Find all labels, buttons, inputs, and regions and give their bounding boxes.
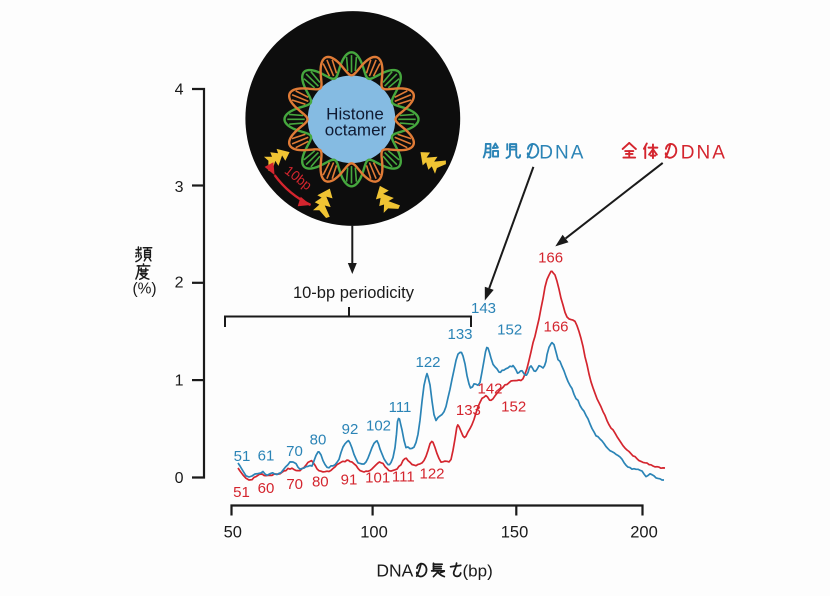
svg-text:152: 152 [501,398,526,415]
svg-text:150: 150 [501,524,529,542]
svg-text:166: 166 [538,250,563,267]
svg-text:3: 3 [175,179,184,196]
svg-text:50: 50 [224,524,242,542]
svg-text:80: 80 [310,432,327,449]
svg-text:111: 111 [392,468,415,485]
svg-text:2: 2 [175,275,184,292]
svg-text:122: 122 [415,354,440,371]
svg-text:122: 122 [419,466,444,483]
svg-text:DNA: DNA [376,561,413,581]
svg-text:101: 101 [365,470,390,487]
svg-text:91: 91 [341,472,358,489]
svg-text:70: 70 [286,443,303,460]
svg-text:133: 133 [447,326,472,343]
svg-text:70: 70 [286,476,303,493]
svg-text:166: 166 [543,319,568,336]
svg-text:102: 102 [366,418,391,435]
svg-text:DNA: DNA [539,143,585,164]
svg-text:133: 133 [456,402,481,419]
svg-text:(bp): (bp) [463,562,493,581]
svg-text:142: 142 [477,380,502,397]
svg-text:DNA: DNA [681,143,727,164]
svg-text:(%): (%) [132,281,156,298]
svg-text:111: 111 [389,399,412,416]
svg-text:61: 61 [258,448,275,465]
svg-text:0: 0 [175,470,184,487]
svg-text:60: 60 [258,480,275,497]
svg-text:10-bp periodicity: 10-bp periodicity [293,284,415,302]
svg-text:octamer: octamer [325,120,387,139]
svg-text:92: 92 [342,421,359,438]
svg-text:152: 152 [497,322,522,339]
svg-text:51: 51 [234,448,251,465]
svg-text:4: 4 [175,82,184,99]
svg-text:143: 143 [471,300,496,317]
svg-text:80: 80 [312,474,329,491]
svg-text:Histone: Histone [326,105,384,124]
svg-text:200: 200 [630,524,658,542]
svg-text:1: 1 [175,373,184,390]
svg-text:51: 51 [233,484,250,501]
svg-text:100: 100 [360,524,388,542]
